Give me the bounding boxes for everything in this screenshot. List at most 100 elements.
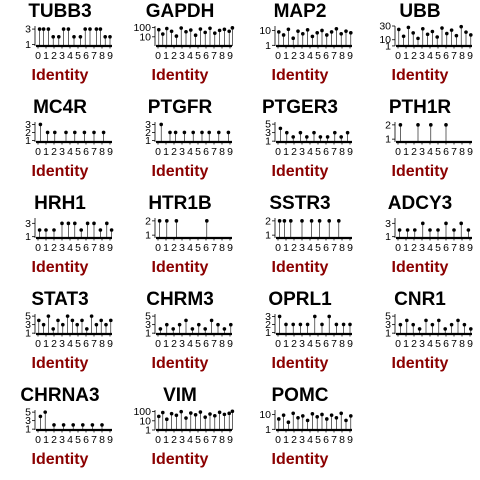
- y-tick-label: 3: [25, 24, 31, 36]
- panel-ptger3: PTGER3 1 3 5 0 1 2 3 4 5 6 7 8 9 Identity: [240, 96, 360, 192]
- data-point: [345, 130, 350, 135]
- data-point: [46, 314, 51, 318]
- data-point: [315, 414, 319, 419]
- x-tick-label: 9: [107, 242, 113, 254]
- y-tick-label: 1: [145, 230, 151, 242]
- x-tick-label: 3: [59, 242, 65, 254]
- data-point: [291, 411, 295, 416]
- x-tick-label: 1: [43, 338, 49, 350]
- gene-title: PTH1R: [388, 97, 452, 118]
- gene-title: GAPDH: [145, 1, 215, 22]
- x-tick-label: 6: [323, 50, 329, 62]
- x-tick-label: 1: [43, 146, 49, 158]
- gene-title: HTR1B: [148, 193, 212, 214]
- data-point: [325, 33, 329, 37]
- data-point: [100, 423, 104, 427]
- x-tick-label: 9: [467, 338, 473, 350]
- x-tick-label: 0: [35, 50, 41, 62]
- data-point: [339, 411, 343, 416]
- x-tick-label: 5: [75, 50, 81, 62]
- x-tick-label: 4: [427, 50, 433, 62]
- gene-title: TUBB3: [28, 1, 92, 22]
- data-point: [52, 228, 56, 232]
- x-tick-label: 8: [339, 50, 345, 62]
- x-tick-label: 1: [163, 146, 169, 158]
- data-point: [291, 322, 295, 327]
- data-point: [161, 410, 165, 415]
- x-tick-label: 0: [155, 434, 161, 446]
- x-tick-label: 7: [211, 242, 217, 254]
- data-point: [109, 318, 113, 323]
- data-point: [98, 228, 103, 232]
- x-tick-label: 1: [283, 434, 289, 446]
- data-point: [397, 27, 401, 32]
- y-tick-label: 3: [25, 319, 31, 331]
- data-point: [443, 327, 447, 331]
- x-tick-label: 0: [35, 242, 41, 254]
- data-point: [440, 26, 444, 30]
- x-tick-label: 7: [451, 242, 457, 254]
- data-point: [157, 219, 162, 223]
- y-tick-label: 10: [379, 34, 391, 46]
- data-point: [157, 414, 161, 419]
- gene-title: HRH1: [34, 193, 86, 214]
- data-point: [179, 26, 183, 30]
- y-tick-label: 10: [139, 415, 151, 427]
- data-point: [169, 29, 174, 34]
- y-tick-label: 1: [385, 328, 391, 340]
- x-axis-label: Identity: [271, 259, 329, 276]
- data-point: [101, 130, 106, 135]
- data-point: [222, 327, 227, 331]
- panel-pomc: POMC 1 10 0 1 2 3 4 5 6 7 8 9 Identity: [240, 384, 360, 480]
- y-tick-label: 1: [25, 424, 31, 436]
- data-point: [417, 327, 422, 331]
- x-tick-label: 4: [307, 146, 313, 158]
- data-point: [193, 33, 198, 37]
- data-point: [301, 414, 305, 418]
- x-tick-label: 4: [187, 50, 193, 62]
- x-tick-label: 4: [67, 338, 73, 350]
- x-tick-label: 5: [75, 242, 81, 254]
- data-point: [398, 322, 403, 327]
- y-tick-label: 1: [25, 328, 31, 340]
- x-tick-label: 5: [435, 242, 441, 254]
- x-axis-label: Identity: [31, 67, 89, 84]
- x-tick-label: 2: [51, 50, 57, 62]
- data-point: [207, 130, 211, 135]
- data-point: [349, 414, 353, 418]
- x-tick-label: 6: [83, 50, 89, 62]
- y-tick-label: 1: [145, 425, 151, 437]
- gene-title: CHRM3: [146, 289, 214, 310]
- data-point: [104, 322, 108, 327]
- data-point: [89, 314, 94, 318]
- x-tick-label: 8: [219, 434, 225, 446]
- panel-map2: MAP2 1 10 0 1 2 3 4 5 6 7 8 9 Identity: [240, 0, 360, 96]
- x-tick-label: 6: [443, 50, 449, 62]
- x-tick-label: 9: [227, 338, 233, 350]
- data-point: [94, 322, 99, 327]
- x-tick-label: 2: [291, 338, 297, 350]
- data-point: [325, 417, 329, 421]
- data-point: [329, 30, 334, 34]
- data-point: [191, 130, 195, 135]
- x-tick-label: 4: [187, 146, 193, 158]
- x-axis-label: Identity: [391, 355, 449, 372]
- data-point: [318, 135, 323, 139]
- data-point: [339, 31, 343, 36]
- data-point: [72, 34, 76, 39]
- y-tick-label: 5: [385, 311, 391, 323]
- x-tick-label: 5: [75, 434, 81, 446]
- x-tick-label: 4: [67, 50, 73, 62]
- data-point: [189, 411, 193, 415]
- x-tick-label: 5: [75, 338, 81, 350]
- x-tick-label: 6: [443, 146, 449, 158]
- data-point: [406, 25, 411, 30]
- x-tick-label: 7: [211, 434, 217, 446]
- gene-title: MAP2: [273, 1, 327, 22]
- data-point: [341, 322, 346, 327]
- data-point: [291, 36, 295, 41]
- data-point: [315, 30, 319, 35]
- x-tick-label: 3: [179, 338, 185, 350]
- data-point: [421, 221, 425, 226]
